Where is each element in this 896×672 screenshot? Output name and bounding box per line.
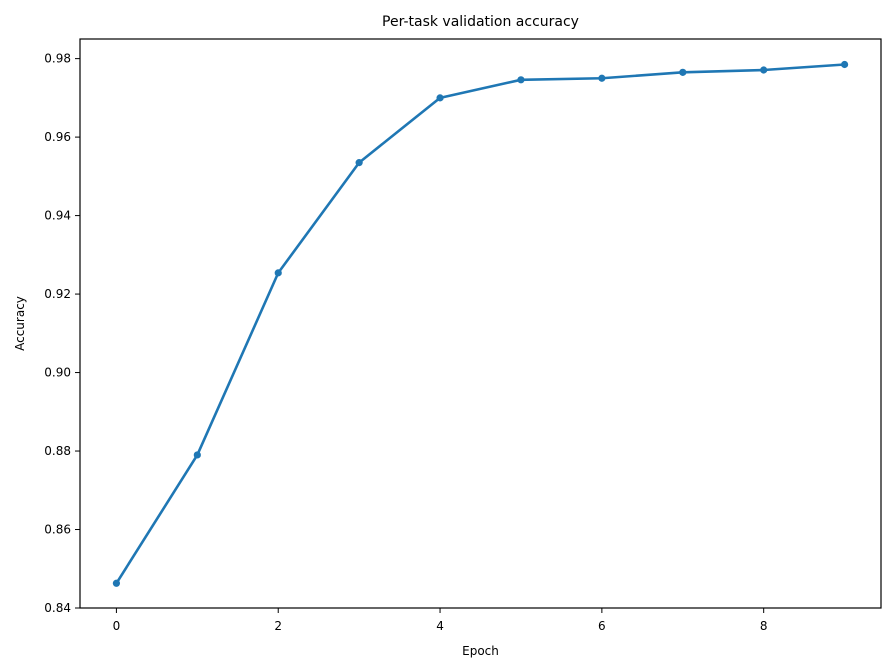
x-axis: 0 2 4 6 8: [113, 608, 768, 633]
y-tick-label: 0.96: [44, 130, 71, 144]
y-tick-label: 0.86: [44, 523, 71, 537]
x-tick-label: 0: [113, 619, 121, 633]
x-tick-label: 8: [760, 619, 768, 633]
data-point: [598, 74, 606, 82]
data-point: [517, 76, 525, 84]
data-point: [355, 159, 363, 167]
axes-frame: [79, 38, 882, 609]
x-tick-label: 4: [436, 619, 444, 633]
series-line: [115, 63, 845, 584]
data-point: [112, 579, 121, 587]
y-axis-label: Accuracy: [13, 296, 27, 351]
data-point: [274, 269, 282, 277]
data-point: [436, 94, 444, 102]
data-point: [840, 60, 849, 69]
y-tick-label: 0.92: [44, 287, 71, 301]
x-tick-label: 6: [598, 619, 606, 633]
x-tick-label: 2: [274, 619, 282, 633]
data-point: [679, 68, 687, 76]
plot-area: [112, 60, 849, 587]
data-point: [193, 451, 201, 459]
y-tick-label: 0.84: [44, 601, 71, 615]
y-axis: 0.84 0.86 0.88 0.90 0.92 0.94 0.96 0.98: [44, 52, 80, 615]
y-tick-label: 0.88: [44, 444, 71, 458]
y-tick-label: 0.94: [44, 209, 71, 223]
y-tick-label: 0.90: [44, 366, 71, 380]
data-point: [760, 66, 768, 74]
x-axis-label: Epoch: [462, 644, 499, 658]
chart-title: Per-task validation accuracy: [382, 14, 579, 30]
y-tick-label: 0.98: [44, 52, 71, 66]
